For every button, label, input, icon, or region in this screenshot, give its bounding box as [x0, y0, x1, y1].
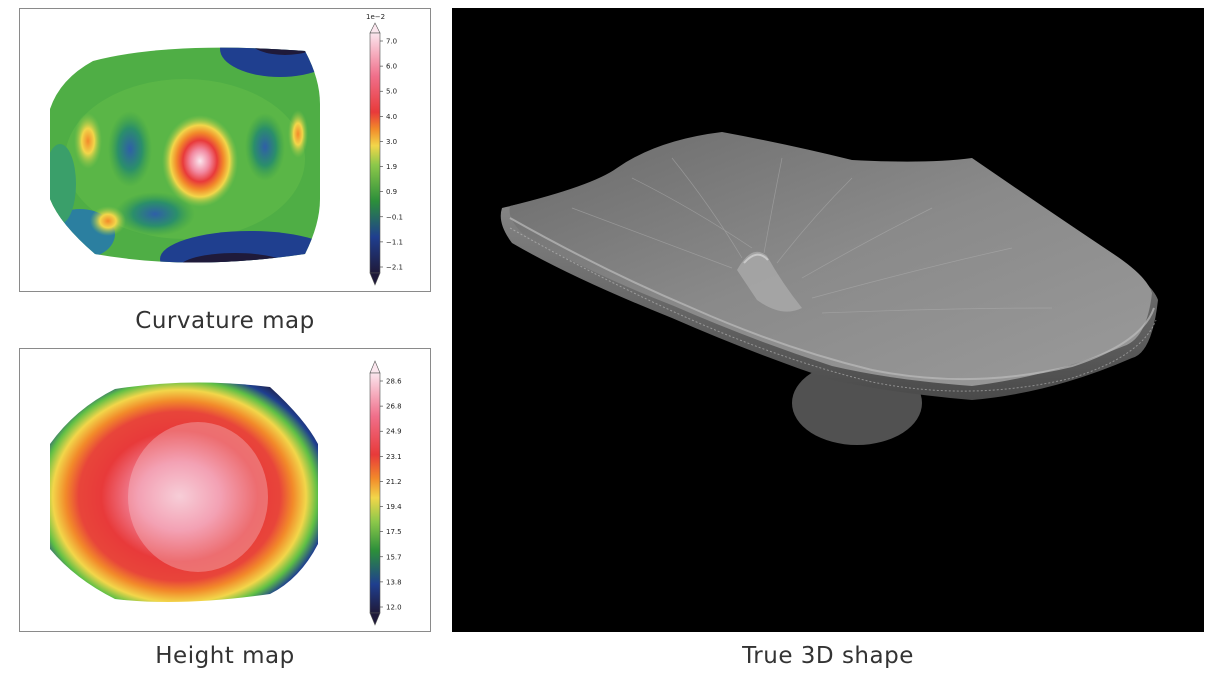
colorbar-tick-label: 17.5 — [386, 528, 402, 536]
colorbar-tick-label: 28.6 — [386, 378, 402, 386]
colorbar-tick-label: 19.4 — [386, 503, 402, 511]
true-3d-shape-image — [452, 8, 1204, 632]
colorbar-tick-label: 1.9 — [386, 163, 397, 171]
colorbar-tick-label: 15.7 — [386, 553, 402, 561]
height-map-plot — [50, 382, 318, 603]
colorbar-tick-label: 26.8 — [386, 403, 402, 411]
height-colorbar-ticks: 28.6 26.8 24.9 23.1 21.2 19.4 17.5 15.7 13.8 12.0 — [380, 378, 402, 612]
colorbar-tick-label: 21.2 — [386, 478, 402, 486]
height-map-figure: 28.6 26.8 24.9 23.1 21.2 19.4 17.5 15.7 13.8 12.0 — [50, 360, 402, 626]
3d-render — [500, 132, 1158, 445]
colorbar-tick-label: 23.1 — [386, 453, 402, 461]
colorbar-tick-label: 3.0 — [386, 138, 397, 146]
curvature-map-figure: 1e−2 7.0 6.0 5.0 4.0 3.0 1.9 0.9 −0.1 −1.1 −2.1 — [50, 13, 403, 286]
colorbar-tick-label: 7.0 — [386, 38, 397, 46]
colorbar-tick-label: −2.1 — [386, 264, 403, 272]
colorbar-tick-label: 0.9 — [386, 188, 397, 196]
curvature-colorbar: 1e−2 7.0 6.0 5.0 4.0 3.0 1.9 0.9 −0.1 −1.1 −2.1 — [366, 13, 403, 286]
colorbar-multiplier: 1e−2 — [366, 13, 385, 21]
colorbar-tick-label: 4.0 — [386, 113, 397, 121]
colorbar-tick-label: 13.8 — [386, 578, 402, 586]
colorbar-tick-label: 6.0 — [386, 63, 397, 71]
colorbar-tick-label: 5.0 — [386, 88, 397, 96]
curvature-colorbar-ticks: 7.0 6.0 5.0 4.0 3.0 1.9 0.9 −0.1 −1.1 −2.1 — [380, 38, 403, 272]
height-colorbar: 28.6 26.8 24.9 23.1 21.2 19.4 17.5 15.7 13.8 12.0 — [369, 360, 402, 626]
colorbar-tick-label: 24.9 — [386, 428, 402, 436]
colorbar-tick-label: 12.0 — [386, 604, 402, 612]
curvature-map-panel: 1e−2 7.0 6.0 5.0 4.0 3.0 1.9 0.9 −0.1 −1.1 −2.1 — [19, 8, 431, 292]
curvature-map-plot — [50, 47, 320, 263]
colorbar-tick-label: −1.1 — [386, 238, 403, 246]
height-map-caption: Height map — [155, 643, 295, 669]
height-map-panel: 28.6 26.8 24.9 23.1 21.2 19.4 17.5 15.7 13.8 12.0 — [19, 348, 431, 632]
curvature-map-caption: Curvature map — [135, 308, 315, 334]
colorbar-tick-label: −0.1 — [386, 213, 403, 221]
true-3d-shape-caption: True 3D shape — [742, 643, 914, 669]
